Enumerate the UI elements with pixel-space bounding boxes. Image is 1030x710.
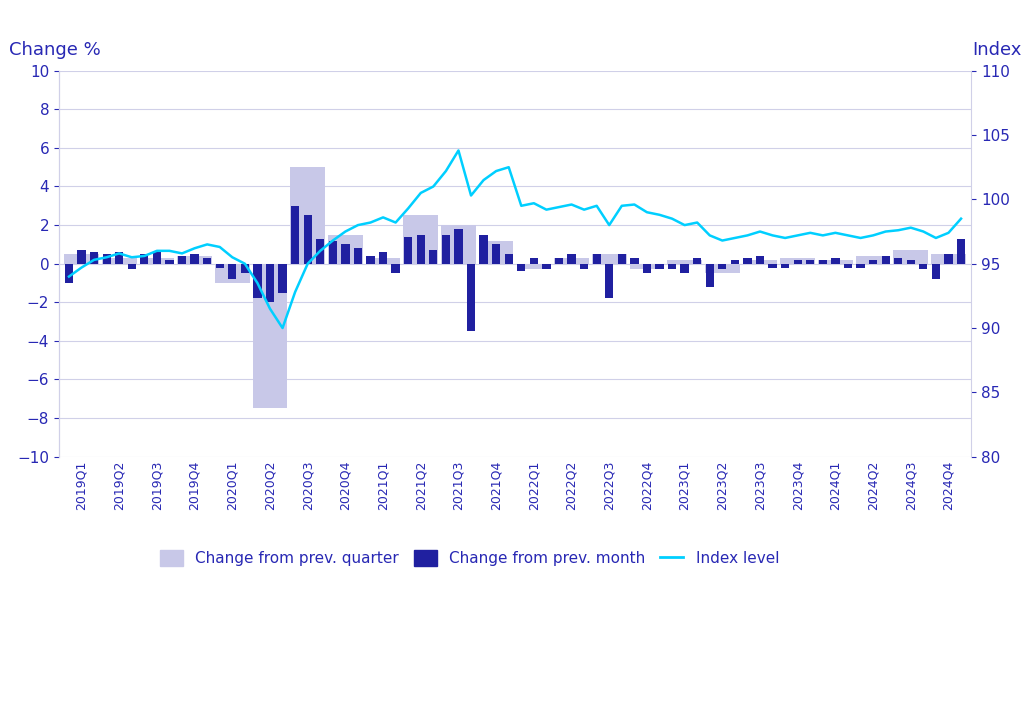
Bar: [554, 258, 589, 263]
Bar: [290, 167, 325, 263]
Text: Change %: Change %: [8, 41, 101, 59]
Bar: [266, 263, 274, 302]
Bar: [177, 256, 212, 263]
Bar: [555, 258, 563, 263]
Bar: [166, 260, 174, 263]
Bar: [580, 263, 588, 270]
Bar: [718, 263, 726, 270]
Bar: [856, 256, 890, 263]
Bar: [756, 256, 764, 263]
Bar: [706, 263, 714, 287]
Bar: [630, 258, 639, 263]
Bar: [806, 260, 815, 263]
Bar: [781, 258, 815, 263]
Bar: [278, 263, 286, 293]
Bar: [516, 263, 551, 270]
Bar: [328, 235, 363, 263]
Bar: [655, 263, 663, 270]
Bar: [667, 263, 677, 270]
Bar: [215, 263, 249, 283]
Bar: [152, 252, 161, 263]
Bar: [831, 258, 839, 263]
Bar: [366, 258, 401, 263]
Bar: [64, 254, 99, 263]
Bar: [102, 258, 137, 263]
Bar: [479, 241, 514, 263]
Bar: [329, 241, 337, 263]
Bar: [416, 235, 425, 263]
Bar: [140, 258, 174, 263]
Bar: [743, 260, 778, 263]
Bar: [517, 263, 525, 271]
Bar: [404, 236, 412, 263]
Bar: [77, 250, 85, 263]
Bar: [253, 263, 262, 298]
Bar: [744, 258, 752, 263]
Bar: [391, 263, 400, 273]
Bar: [479, 235, 488, 263]
Bar: [681, 263, 689, 273]
Bar: [957, 239, 965, 263]
Text: Index: Index: [972, 41, 1022, 59]
Bar: [467, 263, 475, 332]
Bar: [505, 254, 513, 263]
Bar: [90, 252, 98, 263]
Bar: [693, 258, 701, 263]
Bar: [932, 263, 940, 279]
Bar: [592, 254, 600, 263]
Bar: [605, 263, 614, 298]
Bar: [229, 263, 237, 279]
Bar: [919, 263, 927, 270]
Bar: [454, 229, 462, 263]
Bar: [252, 263, 287, 408]
Bar: [191, 254, 199, 263]
Bar: [931, 254, 966, 263]
Bar: [304, 215, 312, 263]
Bar: [819, 260, 827, 263]
Bar: [65, 263, 73, 283]
Bar: [290, 206, 300, 263]
Bar: [856, 263, 864, 268]
Bar: [203, 258, 211, 263]
Bar: [178, 256, 186, 263]
Bar: [818, 260, 853, 263]
Bar: [529, 258, 538, 263]
Bar: [705, 263, 740, 273]
Bar: [882, 256, 890, 263]
Bar: [869, 260, 878, 263]
Bar: [629, 263, 664, 270]
Bar: [442, 235, 450, 263]
Bar: [568, 254, 576, 263]
Bar: [945, 254, 953, 263]
Bar: [241, 263, 249, 273]
Bar: [316, 239, 324, 263]
Bar: [730, 260, 740, 263]
Bar: [115, 252, 124, 263]
Bar: [128, 263, 136, 270]
Bar: [542, 263, 551, 270]
Legend: Change from prev. quarter, Change from prev. month, Index level: Change from prev. quarter, Change from p…: [153, 545, 785, 572]
Bar: [793, 260, 801, 263]
Bar: [844, 263, 852, 268]
Bar: [379, 252, 387, 263]
Bar: [140, 254, 148, 263]
Bar: [893, 250, 928, 263]
Bar: [592, 254, 626, 263]
Bar: [353, 248, 363, 263]
Bar: [894, 258, 902, 263]
Bar: [781, 263, 789, 268]
Bar: [492, 244, 501, 263]
Bar: [768, 263, 777, 268]
Bar: [367, 256, 375, 263]
Bar: [404, 215, 438, 263]
Bar: [430, 250, 438, 263]
Bar: [341, 244, 349, 263]
Bar: [618, 254, 626, 263]
Bar: [215, 263, 224, 268]
Bar: [103, 254, 111, 263]
Bar: [667, 260, 702, 263]
Bar: [906, 260, 915, 263]
Bar: [643, 263, 651, 273]
Bar: [441, 225, 476, 263]
